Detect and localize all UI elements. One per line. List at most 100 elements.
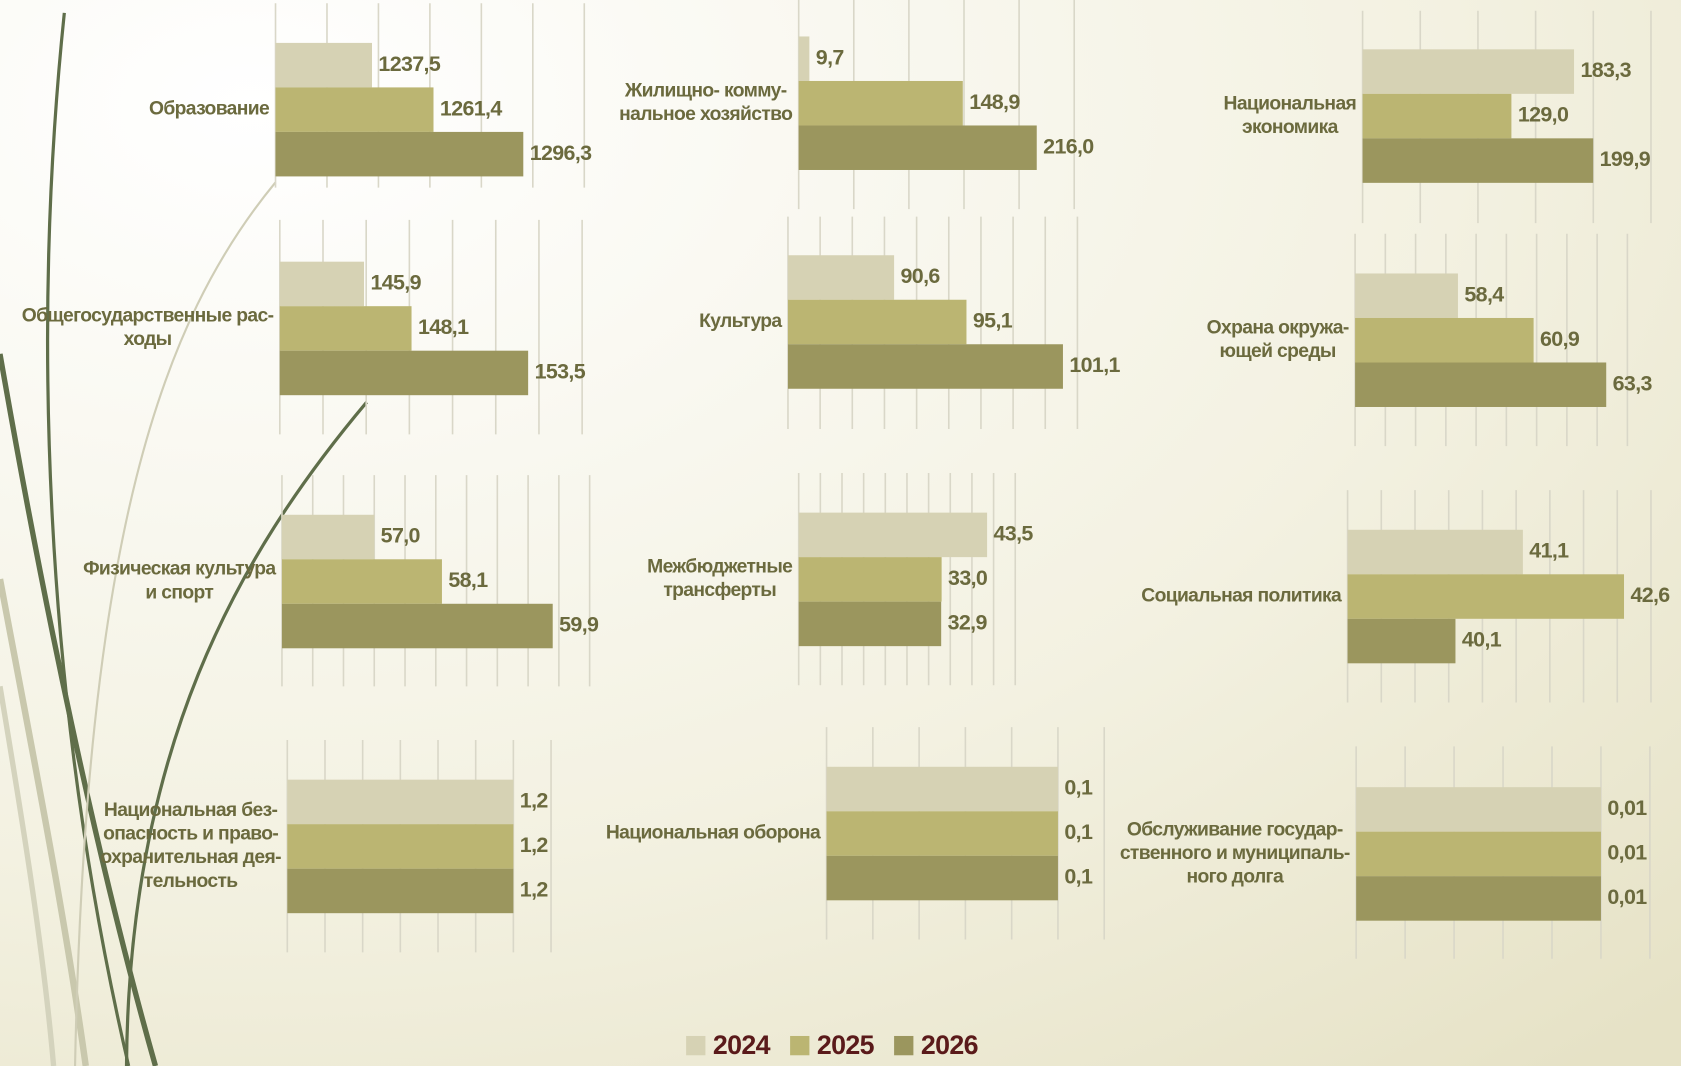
category-label: Национальная без-опасность и право-охран… [100,800,281,892]
category-label-line: Межбюджетные [647,557,793,578]
value-label: 40,1 [1462,628,1502,652]
bar [279,350,529,396]
bar [1355,273,1458,318]
value-label: 0,01 [1607,841,1647,865]
value-label: 199,9 [1600,147,1651,171]
legend-label: 2025 [817,1030,875,1060]
bar [798,512,988,558]
bar [275,131,524,177]
bar [1356,831,1601,877]
value-label: 60,9 [1540,327,1580,351]
value-label: 58,4 [1464,282,1504,306]
decoration [0,12,368,1066]
category-label: Культура [699,311,782,332]
legend: 2024 2025 2026 [686,1030,979,1060]
value-label: 1237,5 [378,52,440,76]
category-label: Национальная оборона [606,823,821,844]
category-label: Национальная экономика [1224,93,1357,138]
bar [1356,876,1601,921]
bar [279,306,412,351]
bar [275,42,373,88]
bar [279,261,365,307]
category-label: Общегосударственные рас-ходы [22,306,274,351]
category-label-line: Жилищно- комму- [624,81,787,102]
bar [1362,93,1512,139]
category-label-line: Физическая культура [83,559,276,580]
value-label: 0,1 [1064,865,1093,889]
mini-chart: 145,9 148,1 153,5 Общегосударственные рас-х… [22,219,586,435]
bar [281,559,442,604]
mini-chart: 58,4 60,9 63,3 Охрана окружа-ющей среды [1207,233,1653,447]
value-label: 216,0 [1043,134,1094,158]
category-label-line: опасность и право- [103,824,278,845]
mini-chart: 41,1 42,6 40,1 Социальная политика [1141,490,1671,703]
bar [1347,618,1456,664]
category-label-line: экономика [1242,117,1339,138]
bar [787,255,895,300]
legend-label: 2024 [713,1030,771,1060]
value-label: 129,0 [1518,103,1569,127]
mini-chart: 0,1 0,1 0,1 Национальная оборона [606,727,1106,940]
category-label-line: Национальная без- [104,800,278,821]
bar [798,557,942,602]
category-label-line: Национальная [1224,93,1357,114]
mini-chart: 1,2 1,2 1,2 Национальная без-опасность и пр… [100,739,552,953]
value-label: 63,3 [1613,371,1653,395]
value-label: 101,1 [1069,353,1120,377]
category-label-line: Национальная оборона [606,823,821,844]
value-label: 148,9 [969,90,1020,114]
legend-label: 2026 [921,1030,978,1060]
value-label: 0,1 [1064,776,1093,800]
mini-chart: 0,01 0,01 0,01 Обслуживание государ-ственно… [1120,746,1651,959]
mini-chart: 57,0 58,1 59,9 Физическая культура и спорт [83,475,600,687]
bar [798,36,810,81]
value-label: 32,9 [948,611,988,635]
value-label: 0,1 [1064,820,1093,844]
value-label: 33,0 [948,566,988,590]
category-label-line: Обслуживание государ- [1127,819,1343,840]
category-label-line: Охрана окружа- [1207,318,1349,339]
bar [1362,49,1575,94]
bar [826,766,1058,812]
bar [798,80,963,126]
category-label-line: охранительная дея- [100,847,281,868]
bar [798,125,1037,170]
bar [787,344,1063,389]
category-label-line: ного долга [1187,867,1284,888]
value-label: 58,1 [448,568,488,592]
category-label-line: нальное хозяйство [619,104,793,125]
bar [281,514,375,560]
mini-chart: 43,533,0 32,9 Межбюджетные трансферты [647,472,1034,686]
category-label-line: Культура [699,311,782,332]
bar [787,299,967,345]
category-label: Социальная политика [1141,586,1342,607]
legend-swatch [894,1035,914,1056]
value-label: 95,1 [973,309,1013,333]
value-label: 153,5 [535,360,586,384]
legend-swatch [686,1035,706,1056]
bar [1347,574,1625,619]
value-label: 90,6 [901,264,941,288]
value-label: 0,01 [1607,885,1647,909]
category-label-line: ходы [124,329,172,350]
value-label: 9,7 [816,45,844,69]
category-label: Физическая культура и спорт [83,559,276,604]
category-label: Межбюджетные трансферты [647,557,793,602]
bar [826,811,1058,856]
category-label: Жилищно- комму-нальное хозяйство [619,81,793,126]
value-label: 1296,3 [530,141,592,165]
category-label-line: ственного и муниципаль- [1120,843,1350,864]
value-label: 1,2 [520,789,549,813]
bar [1362,138,1594,183]
value-label: 145,9 [370,271,421,295]
bar [275,87,434,132]
value-label: 0,01 [1607,796,1647,820]
bar [287,868,514,914]
bar [1355,362,1607,407]
bar [287,824,514,869]
bar [1355,317,1534,363]
category-label-line: Общегосударственные рас- [22,306,274,327]
legend-swatch [790,1035,810,1056]
category-label-line: и спорт [145,582,213,603]
